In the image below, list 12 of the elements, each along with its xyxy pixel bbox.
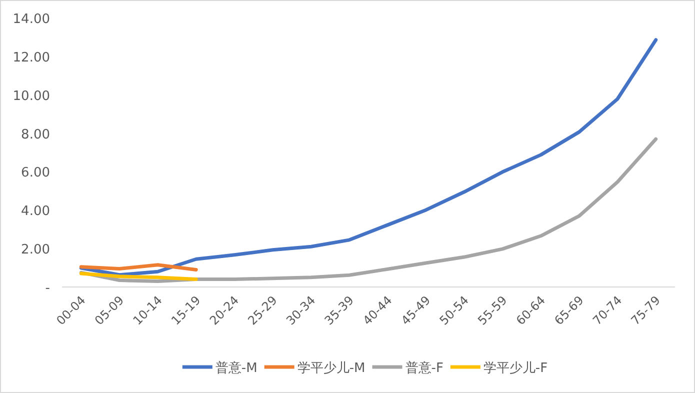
- y-tick-label: 8.00: [21, 127, 50, 142]
- legend-label: 普意-F: [405, 360, 444, 376]
- y-tick-label: 4.00: [21, 204, 50, 220]
- legend-label: 学平少儿-F: [483, 361, 548, 376]
- legend-label: 学平少儿-M: [297, 361, 366, 376]
- legend-label: 普意-M: [215, 360, 258, 376]
- y-tick-label: 6.00: [21, 166, 50, 181]
- y-tick-label: 2.00: [21, 242, 50, 258]
- y-tick-label: 12.00: [12, 50, 50, 66]
- y-tick-label: -: [45, 281, 50, 296]
- y-tick-label: 14.00: [12, 12, 50, 27]
- y-tick-label: 10.00: [12, 88, 50, 104]
